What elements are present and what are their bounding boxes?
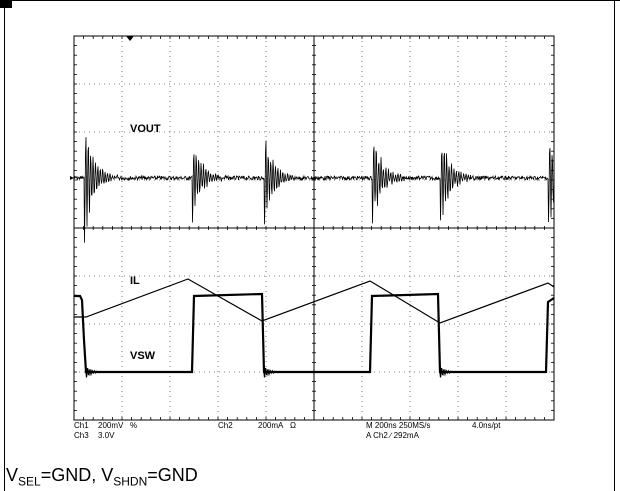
figure-top-border — [0, 0, 620, 1]
scope-readout: Ch1 200mV % Ch2 200mA Ω Ch3 3.0V M 200ns… — [74, 421, 501, 440]
label-vsw: VSW — [130, 350, 156, 362]
caption-sub-sel: SEL — [18, 474, 41, 489]
figure-left-border — [4, 0, 5, 491]
readout-ch3-scale: 3.0V — [98, 431, 115, 440]
readout-ch1-coupling: % — [130, 421, 137, 430]
readout-ch1: Ch1 — [74, 421, 89, 430]
figure-title-stub — [0, 0, 12, 8]
scope-traces — [73, 137, 555, 378]
trace-vout — [73, 137, 555, 243]
trace-il — [74, 278, 555, 324]
trace-vsw-ringing — [263, 367, 284, 378]
trace-vsw-ringing — [85, 367, 106, 378]
readout-resolution: 4.0ns/pt — [472, 421, 501, 430]
figure-caption: VSEL=GND, VSHDN=GND — [6, 465, 198, 489]
ch1-ground-marker — [70, 176, 74, 180]
label-il: IL — [130, 275, 140, 287]
readout-ch3: Ch3 — [74, 431, 89, 440]
readout-ch2-coupling: Ω — [290, 421, 296, 430]
scope-grid — [70, 35, 555, 421]
trace-vsw — [74, 292, 555, 374]
trace-vsw-ringing — [439, 367, 460, 378]
readout-trigger: A Ch2 ∕ 292mA — [366, 431, 420, 440]
readout-timebase: M 200ns 250MS/s — [366, 421, 430, 430]
figure-right-border — [614, 0, 615, 491]
caption-v1: V — [6, 465, 19, 485]
trigger-position-marker — [126, 36, 134, 41]
caption-eq2: =GND — [147, 465, 198, 485]
readout-ch2: Ch2 — [218, 421, 233, 430]
readout-ch1-scale: 200mV — [98, 421, 124, 430]
readout-ch2-scale: 200mA — [258, 421, 284, 430]
caption-eq1: =GND, V — [40, 465, 114, 485]
caption-sub-shdn: SHDN — [113, 474, 148, 489]
label-vout: VOUT — [130, 123, 161, 135]
